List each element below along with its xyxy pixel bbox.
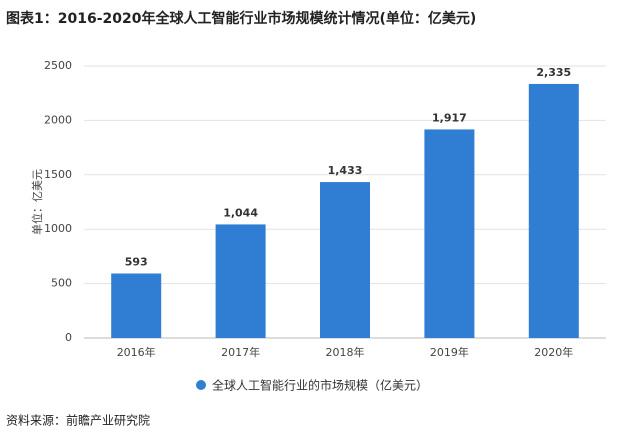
- bar: [320, 182, 370, 338]
- y-tick-label: 0: [65, 331, 72, 344]
- bar: [528, 83, 579, 339]
- x-tick-label: 2018年: [326, 345, 365, 359]
- x-tick-label: 2020年: [534, 345, 573, 359]
- legend-label: 全球人工智能行业的市场规模（亿美元）: [212, 378, 428, 393]
- value-label: 593: [125, 255, 148, 268]
- value-label: 2,335: [536, 66, 571, 79]
- value-label: 1,433: [328, 164, 363, 177]
- y-axis-label: 单位：亿美元: [30, 169, 44, 235]
- y-tick-label: 1000: [44, 222, 72, 235]
- bar: [111, 273, 162, 338]
- bar: [424, 129, 475, 338]
- y-tick-label: 500: [51, 277, 72, 290]
- x-tick-label: 2019年: [430, 345, 469, 359]
- source-note: 资料来源：前瞻产业研究院: [6, 413, 150, 428]
- value-label: 1,044: [223, 206, 258, 219]
- y-tick-label: 1500: [44, 168, 72, 181]
- legend-marker: [196, 380, 206, 390]
- x-tick-label: 2016年: [117, 345, 156, 359]
- value-label: 1,917: [432, 111, 467, 124]
- bar: [215, 224, 266, 338]
- y-tick-label: 2500: [44, 59, 72, 72]
- chart-title: 图表1：2016-2020年全球人工智能行业市场规模统计情况(单位：亿美元): [6, 10, 476, 27]
- y-tick-label: 2000: [44, 113, 72, 126]
- x-tick-label: 2017年: [221, 345, 260, 359]
